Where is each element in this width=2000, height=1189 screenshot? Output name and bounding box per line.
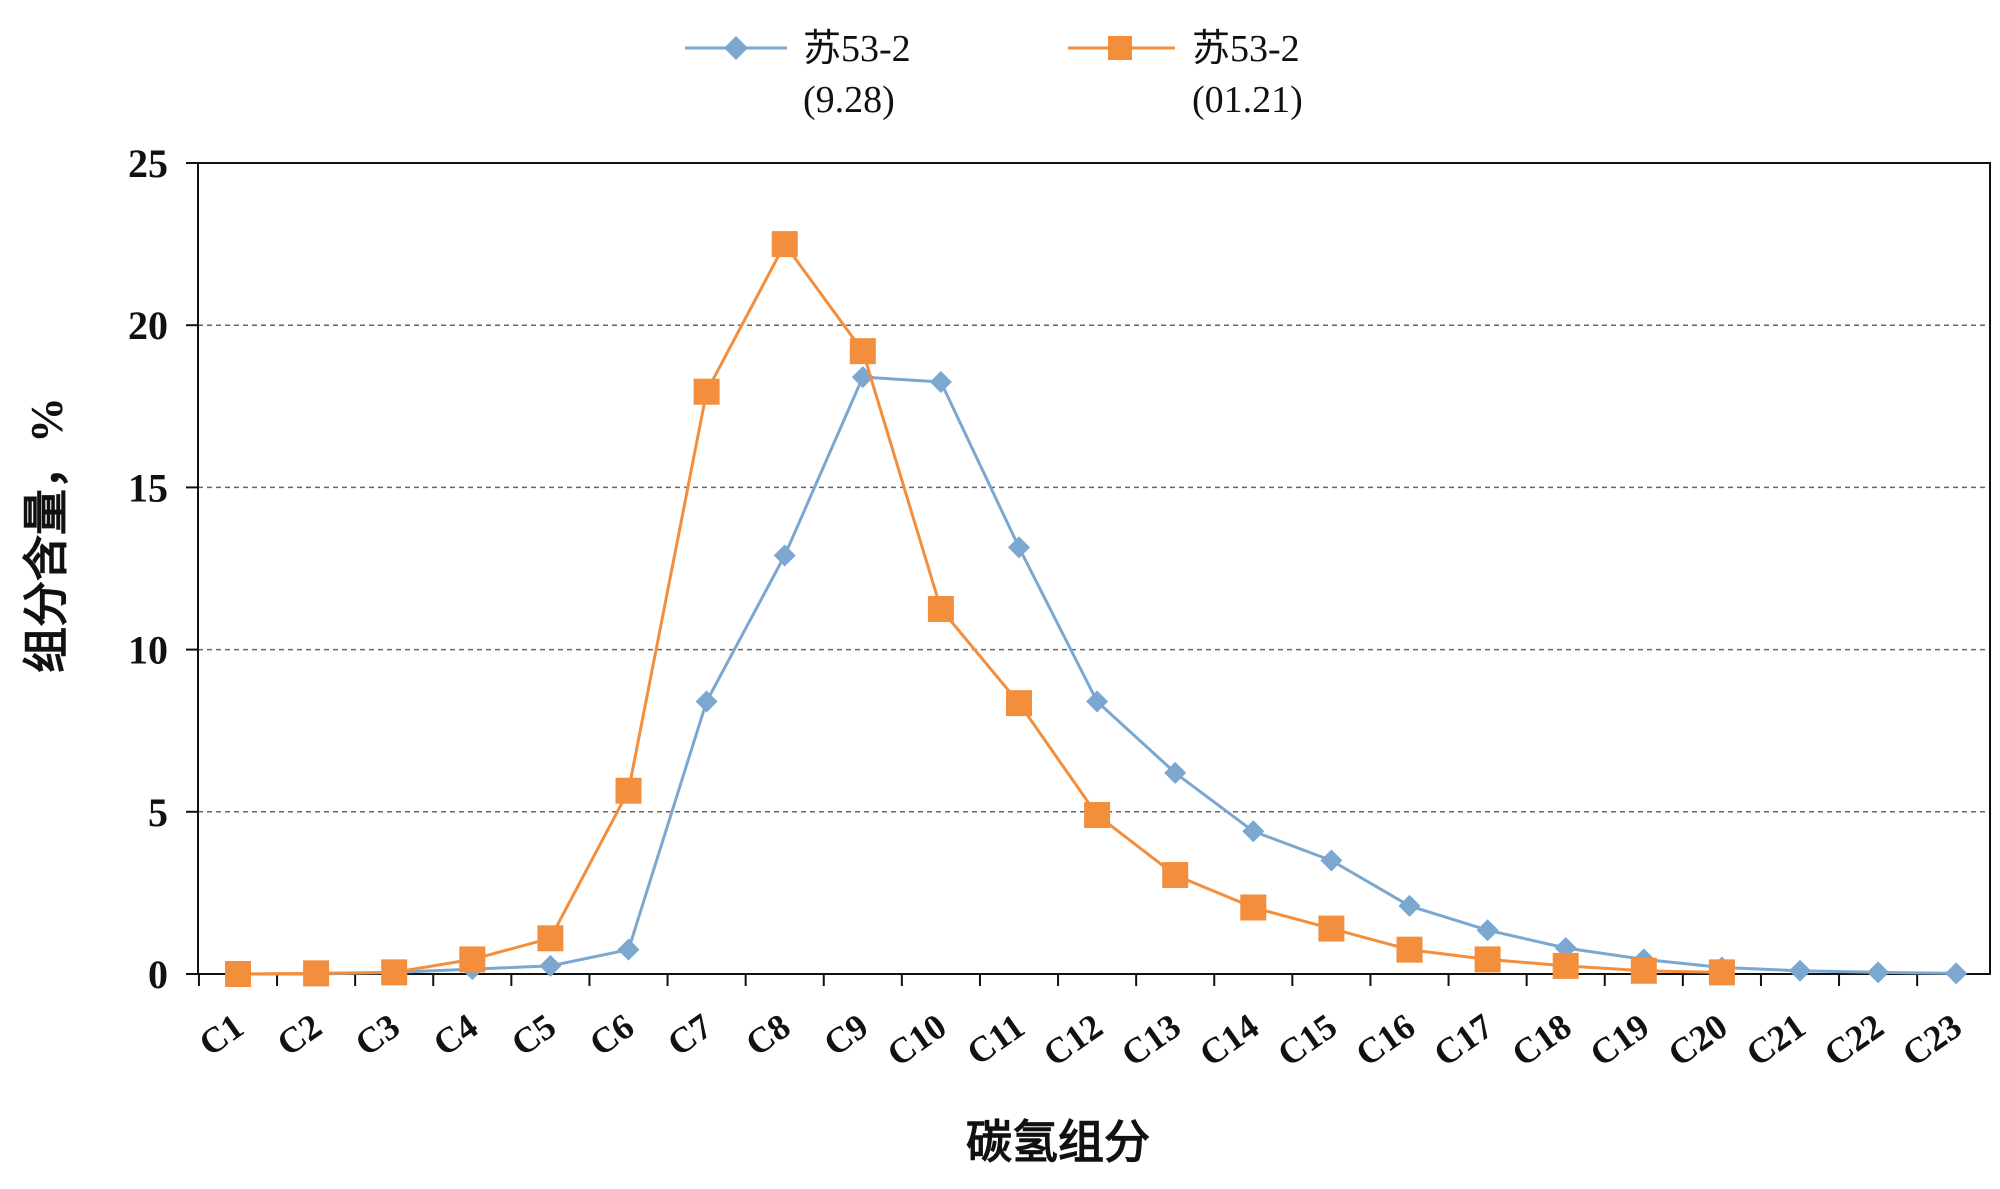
- x-tick-label-C23: C23: [1895, 1006, 1969, 1074]
- legend: 苏53-2 (9.28) 苏53-2 (01.21): [685, 28, 1303, 121]
- x-tick-label-C16: C16: [1348, 1006, 1422, 1074]
- y-tick-label-0: 0: [148, 952, 168, 997]
- series-1-point-C7: [695, 690, 718, 713]
- series-1-line: [238, 375, 1957, 976]
- series-2: [225, 231, 1735, 987]
- series: [225, 231, 1968, 987]
- series-2-point-C19: [1630, 957, 1657, 984]
- y-tick-label-20: 20: [128, 303, 168, 348]
- series-2-point-C16: [1396, 936, 1423, 963]
- series-2-point-C13: [1162, 862, 1189, 889]
- legend-entry-1: 苏53-2 (9.28): [685, 28, 911, 121]
- x-tick-label-C3: C3: [348, 1006, 407, 1064]
- series-1-point-C16: [1398, 894, 1421, 917]
- series-1-point-C5: [539, 954, 562, 977]
- series-2-point-C10: [927, 596, 954, 623]
- y-tick-label-15: 15: [128, 465, 168, 510]
- series-2-point-C20: [1708, 959, 1735, 986]
- x-tick-label-C20: C20: [1661, 1006, 1735, 1074]
- x-tick-label-C18: C18: [1505, 1006, 1579, 1074]
- series-1-point-C10: [929, 370, 952, 393]
- series-2-point-C3: [381, 959, 408, 986]
- legend-label-series-2-line1: 苏53-2: [1192, 28, 1300, 70]
- x-tick-label-C1: C1: [192, 1006, 251, 1064]
- x-tick-label-C7: C7: [660, 1006, 719, 1064]
- x-tick-label-C11: C11: [959, 1006, 1031, 1073]
- series-1-point-C13: [1164, 761, 1187, 784]
- x-tick-label-C19: C19: [1583, 1006, 1657, 1074]
- plot-frame: [197, 162, 1991, 975]
- x-tick-label-C13: C13: [1114, 1006, 1188, 1074]
- x-tick-label-C4: C4: [426, 1006, 485, 1064]
- y-tick-label-5: 5: [148, 790, 168, 835]
- series-2-point-C5: [537, 925, 564, 952]
- series-1-point-C6: [617, 938, 640, 961]
- series-2-point-C15: [1318, 915, 1345, 942]
- series-2-point-C8: [771, 231, 798, 258]
- series-2-point-C6: [615, 777, 642, 804]
- x-tick-label-C15: C15: [1270, 1006, 1344, 1074]
- series-1-point-C22: [1867, 961, 1890, 984]
- legend-entry-2: 苏53-2 (01.21): [1068, 28, 1303, 121]
- x-tick-label-C8: C8: [738, 1006, 797, 1064]
- series-1: [227, 366, 1968, 985]
- series-1-point-C12: [1086, 690, 1109, 713]
- series-2-point-C9: [849, 338, 876, 365]
- series-2-line: [237, 242, 1722, 976]
- x-tick-label-C5: C5: [504, 1006, 563, 1064]
- grid-lines: [198, 324, 1990, 813]
- series-1-point-C21: [1789, 959, 1811, 982]
- x-tick-label-C12: C12: [1036, 1006, 1110, 1074]
- series-1-point-C11: [1008, 536, 1030, 559]
- series-2-point-C14: [1240, 894, 1267, 921]
- series-2-point-C2: [303, 960, 330, 987]
- series-2-point-C4: [459, 946, 486, 973]
- legend-label-series-1-line2: (9.28): [803, 79, 895, 121]
- x-tick-label-C6: C6: [582, 1006, 641, 1064]
- legend-label-series-1-line1: 苏53-2: [803, 28, 911, 70]
- x-tick-label-C10: C10: [880, 1006, 954, 1074]
- x-tick-label-C22: C22: [1817, 1006, 1891, 1074]
- y-axis-title: 组分含量，%: [21, 397, 72, 673]
- y-tick-label-25: 25: [128, 141, 168, 186]
- series-2-point-C11: [1006, 690, 1032, 717]
- x-tick-label-C21: C21: [1739, 1006, 1813, 1074]
- series-1-point-C8: [773, 544, 796, 567]
- x-tick-label-C17: C17: [1426, 1006, 1500, 1074]
- x-tick-label-C2: C2: [270, 1006, 329, 1064]
- legend-marker-series-1: [724, 36, 748, 60]
- legend-label-series-2-line2: (01.21): [1192, 79, 1303, 121]
- legend-marker-series-2: [1108, 36, 1132, 60]
- series-2-point-C17: [1474, 946, 1501, 973]
- series-2-point-C1: [225, 961, 251, 987]
- series-1-point-C17: [1476, 919, 1499, 942]
- series-2-point-C18: [1552, 952, 1579, 979]
- series-1-point-C15: [1320, 849, 1343, 872]
- x-tick-label-C9: C9: [816, 1006, 875, 1064]
- series-1-point-C23: [1945, 962, 1968, 985]
- series-2-point-C12: [1084, 802, 1111, 829]
- x-axis-title: 碳氢组分: [966, 1117, 1150, 1168]
- y-tick-label-10: 10: [128, 628, 168, 673]
- x-tick-label-C14: C14: [1192, 1006, 1266, 1074]
- series-1-point-C14: [1242, 820, 1265, 843]
- series-2-point-C7: [693, 378, 720, 405]
